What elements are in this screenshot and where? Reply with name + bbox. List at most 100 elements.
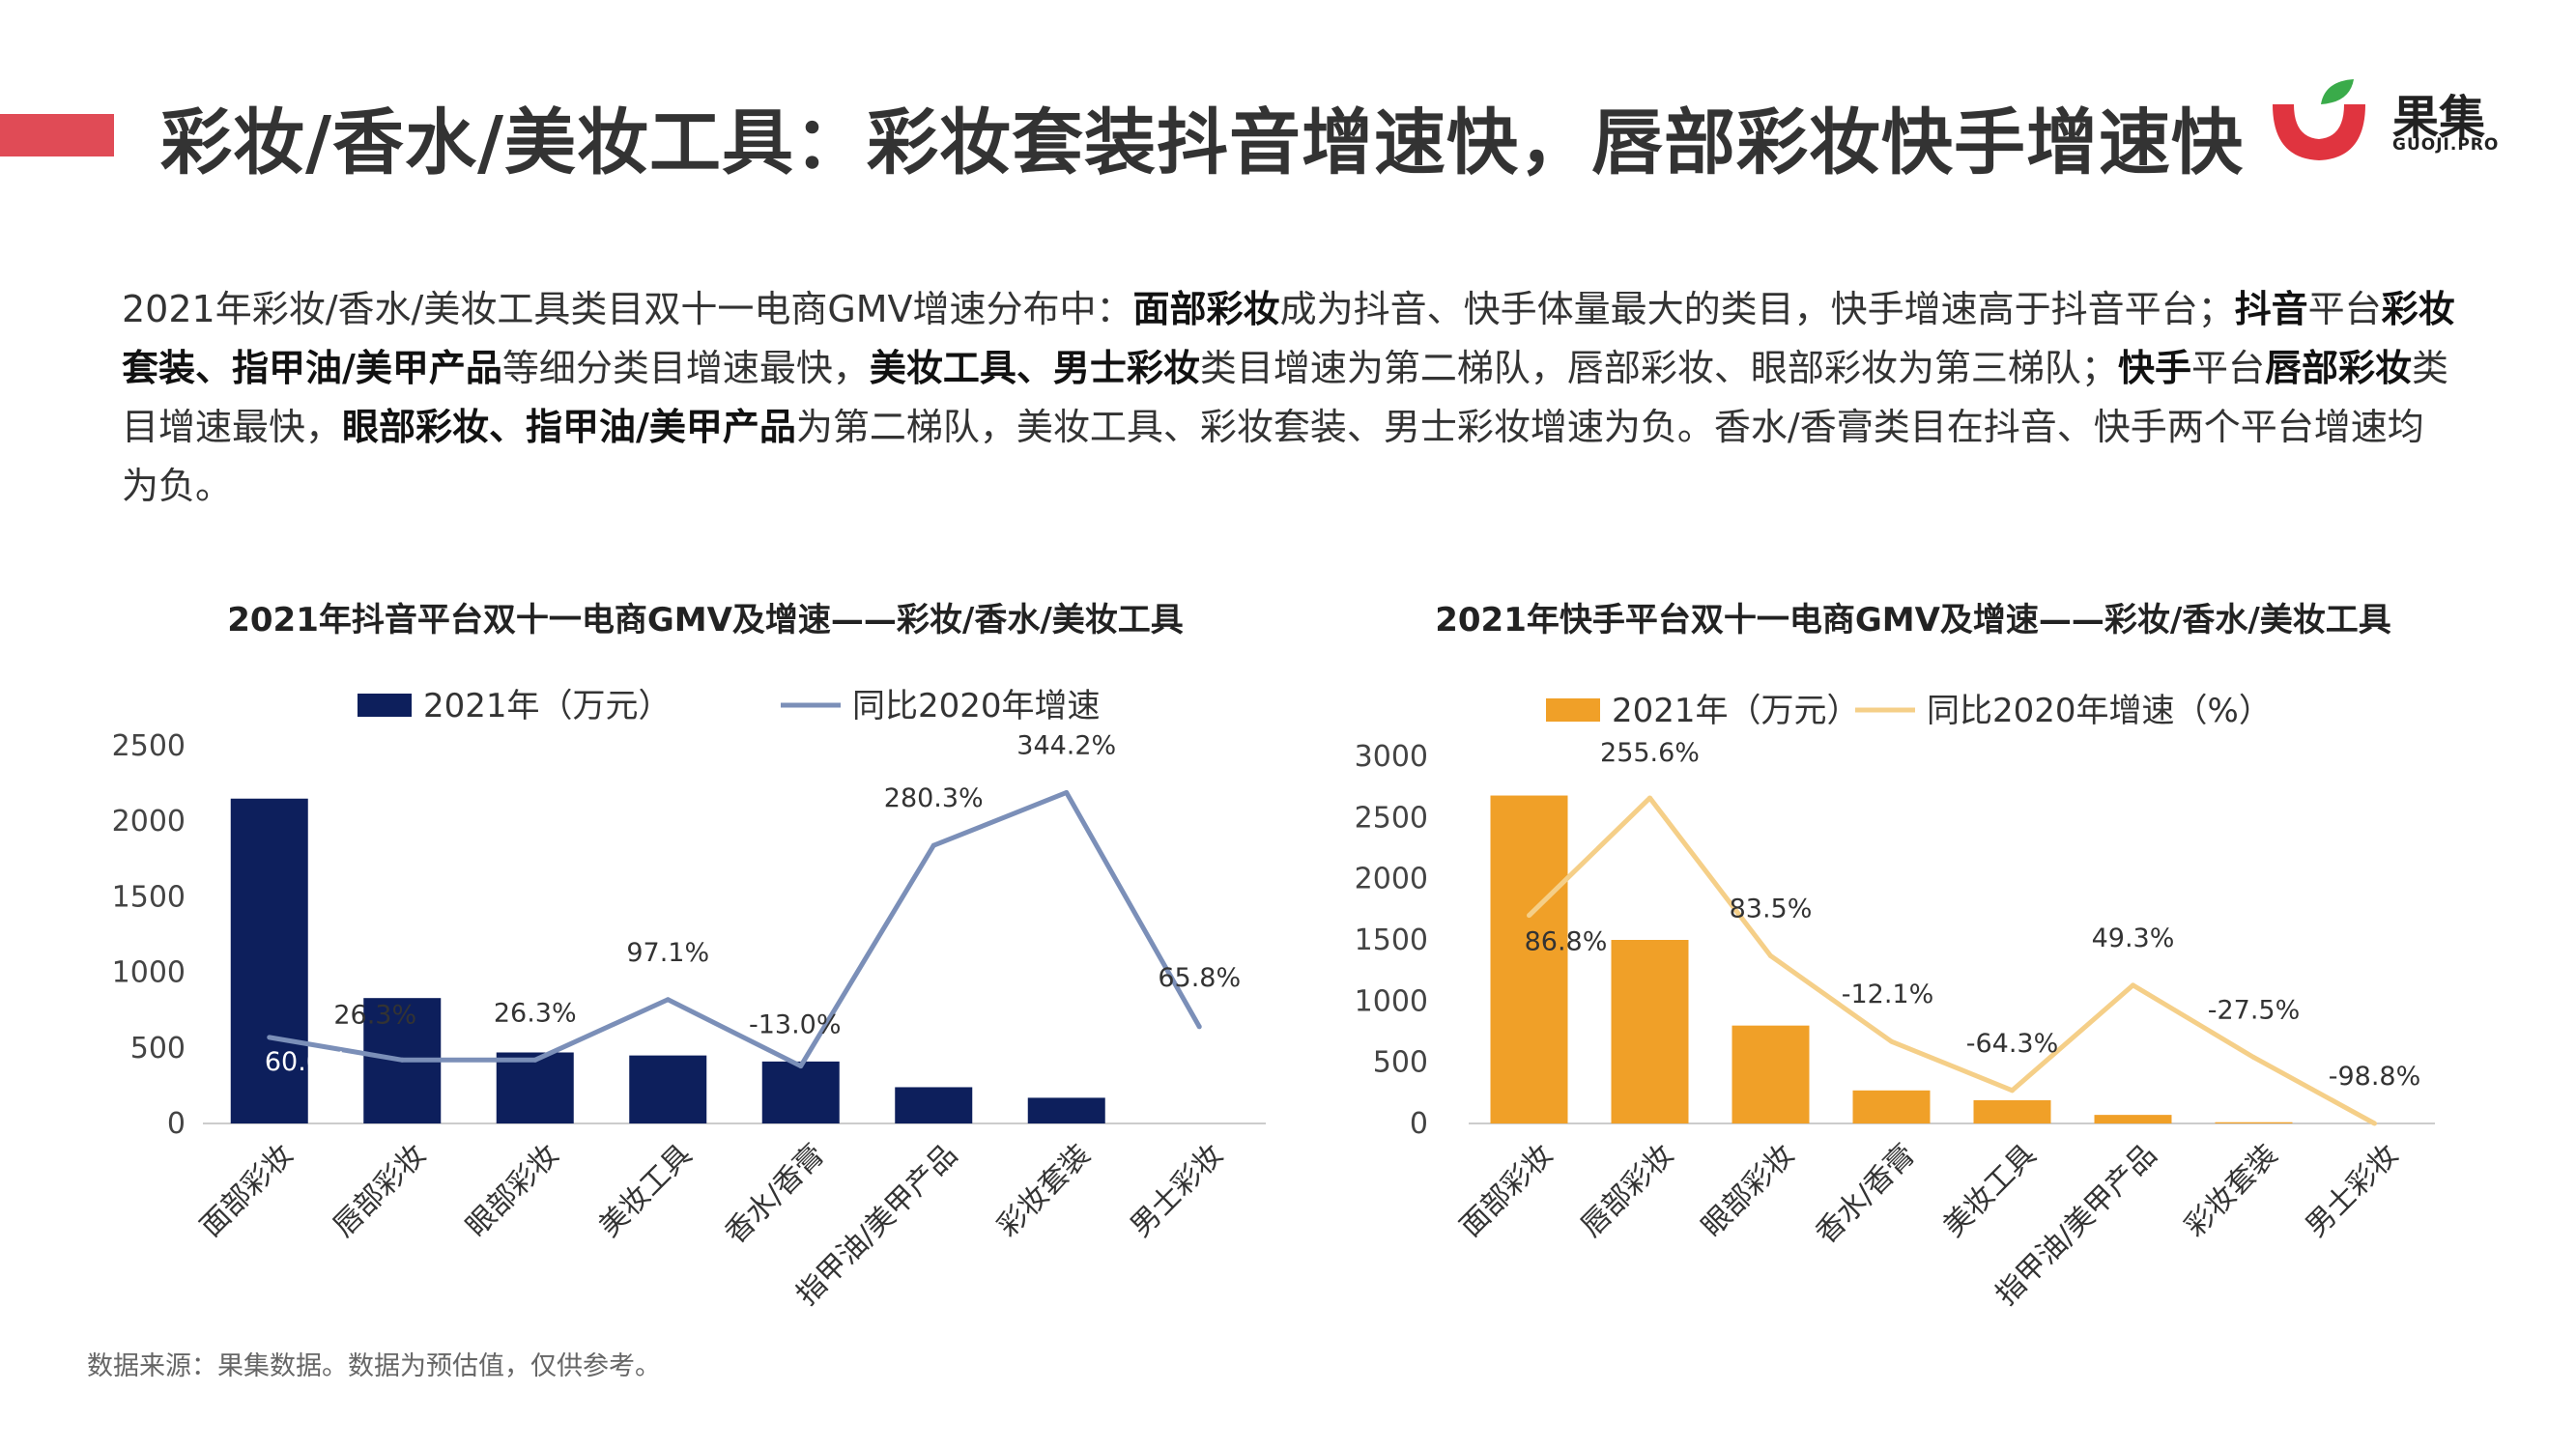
douyin-y-tick-label: 0 (167, 1107, 186, 1141)
kuaishou-bar (2215, 1122, 2293, 1123)
kuaishou-data-label: -64.3% (1966, 1029, 2059, 1059)
douyin-category-label: 美妆工具 (592, 1138, 699, 1244)
douyin-category-label: 香水/香膏 (719, 1138, 832, 1251)
kuaishou-bar (2094, 1115, 2172, 1123)
summary-highlight: 美妆工具、男士彩妆 (869, 347, 1200, 389)
page-title: 彩妆/香水/美妆工具：彩妆套装抖音增速快，唇部彩妆快手增速快 (160, 101, 2245, 185)
kuaishou-y-tick-label: 2000 (1355, 863, 1428, 896)
douyin-y-tick-label: 2500 (112, 729, 186, 763)
summary-highlight: 唇部彩妆 (2264, 347, 2412, 389)
kuaishou-data-label: -12.1% (1842, 980, 1934, 1009)
kuaishou-data-label: -98.8% (2329, 1062, 2421, 1092)
kuaishou-category-label: 面部彩妆 (1454, 1138, 1560, 1244)
douyin-data-label: 344.2% (1016, 730, 1116, 760)
kuaishou-category-label: 美妆工具 (1937, 1138, 2044, 1244)
summary-highlight: 彩妆套装、指甲油/美甲产品 (122, 288, 2455, 389)
summary-text: 平台 (2307, 288, 2382, 330)
kuaishou-growth-point (1527, 913, 1531, 919)
kuaishou-legend-bar-swatch (1546, 698, 1600, 722)
kuaishou-data-label: -27.5% (2208, 996, 2301, 1026)
douyin-growth-point (532, 1057, 538, 1063)
summary-highlight: 面部彩妆 (1132, 288, 1280, 330)
douyin-bar (230, 798, 308, 1123)
kuaishou-data-label: 49.3% (2092, 923, 2175, 953)
douyin-y-tick-label: 500 (130, 1032, 186, 1065)
summary-text: 成为抖音、快手体量最大的类目，快手增速高于抖音平台； (1279, 288, 2235, 330)
douyin-growth-point (399, 1057, 405, 1063)
logo-leaf-shape (2321, 79, 2354, 104)
douyin-growth-line (269, 789, 1202, 1069)
douyin-data-label: 26.3% (494, 998, 577, 1028)
kuaishou-bar (1852, 1090, 1931, 1123)
kuaishou-y-tick-label: 0 (1410, 1107, 1428, 1141)
kuaishou-legend-bar-label: 2021年（万元） (1612, 692, 1860, 730)
kuaishou-chart-title: 2021年快手平台双十一电商GMV及增速——彩妆/香水/美妆工具 (1435, 601, 2391, 639)
summary-text: 平台 (2190, 347, 2265, 389)
kuaishou-y-tick-label: 500 (1373, 1046, 1428, 1080)
douyin-growth-point (798, 1064, 804, 1069)
douyin-category-label: 眼部彩妆 (460, 1138, 566, 1244)
kuaishou-bar (1611, 940, 1689, 1123)
douyin-data-label: 280.3% (884, 783, 984, 813)
kuaishou-y-tick-label: 1000 (1355, 984, 1428, 1018)
kuaishou-growth-point (2131, 982, 2135, 988)
kuaishou-category-label: 彩妆套装 (2179, 1138, 2285, 1244)
douyin-category-label: 彩妆套装 (991, 1138, 1098, 1244)
douyin-legend-bar-swatch (358, 694, 412, 717)
kuaishou-growth-point (2251, 1055, 2256, 1061)
kuaishou-y-tick-label: 2500 (1355, 801, 1428, 835)
kuaishou-growth-line (1527, 795, 2376, 1126)
summary-text: 类目增速为第二梯队，唇部彩妆、眼部彩妆为第三梯队； (1199, 347, 2118, 389)
douyin-category-label: 唇部彩妆 (327, 1138, 433, 1244)
douyin-bar (761, 1061, 840, 1123)
douyin-growth-point (930, 842, 936, 848)
summary-text: 2021年彩妆/香水/美妆工具类目双十一电商GMV增速分布中： (122, 288, 1133, 330)
kuaishou-bar (1973, 1099, 2051, 1123)
kuaishou-category-label: 男士彩妆 (2300, 1138, 2406, 1244)
kuaishou-legend-line-label: 同比2020年增速（%） (1927, 692, 2272, 730)
kuaishou-category-label: 眼部彩妆 (1696, 1138, 1802, 1244)
summary-paragraph: 2021年彩妆/香水/美妆工具类目双十一电商GMV增速分布中：面部彩妆成为抖音、… (122, 280, 2460, 516)
douyin-bar (1027, 1097, 1105, 1123)
douyin-growth-point (267, 1035, 272, 1040)
accent-bar (0, 114, 114, 156)
kuaishou-bar (1732, 1025, 1810, 1123)
summary-text: 为第二梯队，美妆工具、彩妆套装、男士彩妆增速为负。香水/香膏类目在抖音、快手两个… (122, 406, 2424, 507)
douyin-bar (895, 1087, 973, 1123)
summary-highlight: 抖音 (2234, 288, 2308, 330)
logo-cup-shape (2273, 104, 2365, 160)
kuaishou-data-label: 86.8% (1525, 927, 1608, 957)
douyin-y-tick-label: 1500 (112, 880, 186, 914)
kuaishou-y-tick-label: 3000 (1355, 740, 1428, 774)
kuaishou-category-label: 香水/香膏 (1809, 1138, 1922, 1251)
kuaishou-growth-point (1768, 952, 1773, 958)
douyin-growth-point (665, 997, 671, 1003)
summary-text: 类目增速最快， (122, 347, 2448, 448)
logo-name: 果集 (2392, 91, 2486, 145)
douyin-chart-title: 2021年抖音平台双十一电商GMV及增速——彩妆/香水/美妆工具 (227, 601, 1184, 639)
douyin-data-label: 60.0% (265, 1047, 348, 1077)
douyin-y-tick-label: 2000 (112, 805, 186, 838)
douyin-bar (629, 1055, 707, 1123)
kuaishou-data-label: 255.6% (1600, 738, 1700, 768)
kuaishou-y-tick-label: 1500 (1355, 923, 1428, 957)
douyin-y-tick-label: 1000 (112, 956, 186, 990)
douyin-legend-line-label: 同比2020年增速 (852, 687, 1101, 725)
douyin-bar (496, 1052, 574, 1123)
douyin-growth-point (1064, 789, 1070, 795)
douyin-category-label: 男士彩妆 (1124, 1138, 1230, 1244)
kuaishou-growth-point (1647, 795, 1652, 801)
summary-highlight: 眼部彩妆、指甲油/美甲产品 (342, 406, 796, 448)
douyin-data-label: -13.0% (749, 1010, 842, 1040)
kuaishou-growth-point (2372, 1121, 2377, 1126)
summary-highlight: 快手 (2117, 347, 2191, 389)
douyin-legend-bar-label: 2021年（万元） (423, 687, 672, 725)
logo-subtitle: GUOJI.PRO (2392, 135, 2500, 155)
kuaishou-growth-point (2010, 1088, 2015, 1094)
kuaishou-bar (1490, 795, 1568, 1123)
kuaishou-growth-point (1889, 1038, 1894, 1044)
douyin-category-label: 面部彩妆 (194, 1138, 301, 1244)
kuaishou-category-label: 唇部彩妆 (1575, 1138, 1681, 1244)
kuaishou-data-label: 83.5% (1730, 894, 1813, 923)
